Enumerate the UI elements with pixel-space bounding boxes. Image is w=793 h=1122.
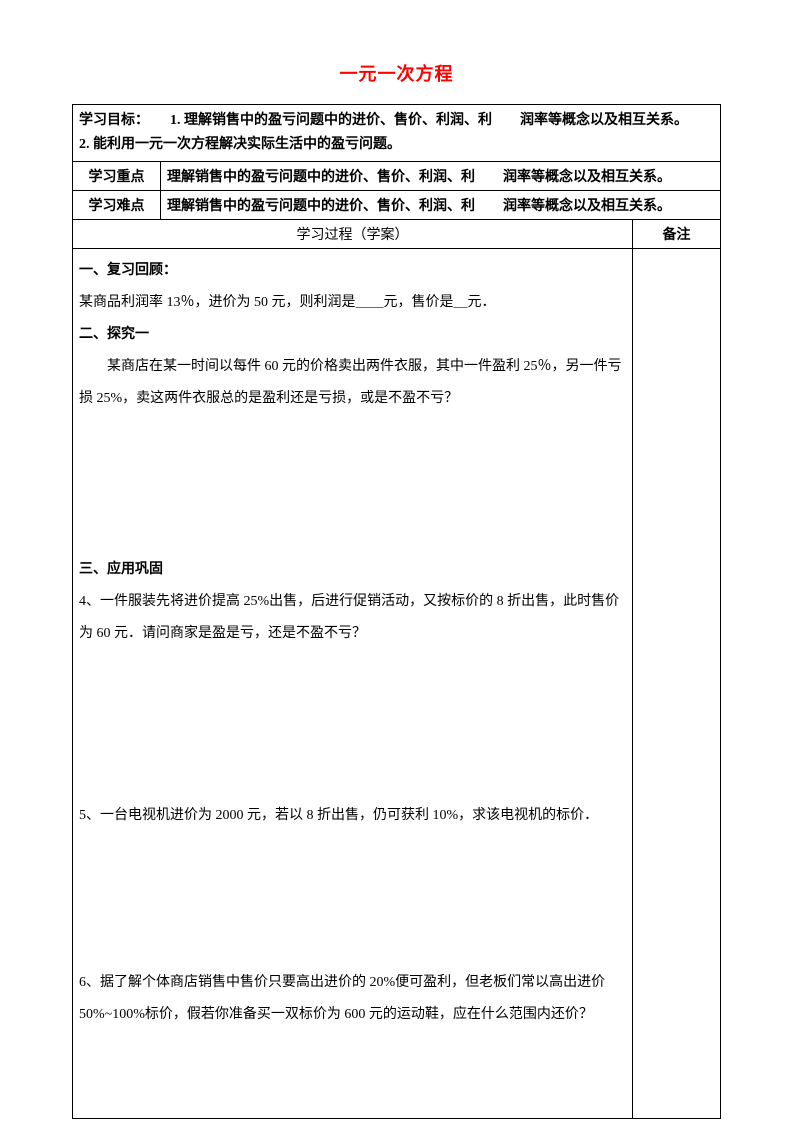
section-2-heading: 二、探究一 [79, 321, 626, 349]
goals-text-1: 1. 理解销售中的盈亏问题中的进价、售价、利润、利 润率等概念以及相互关系。 [170, 113, 688, 128]
question-4-line-1: 4、一件服装先将进价提高 25%出售，后进行促销活动，又按标价的 8 折出售，此… [79, 588, 626, 616]
goals-label: 学习目标： [79, 113, 142, 128]
question-6-line-1: 6、据了解个体商店销售中售价只要高出进价的 20%便可盈利，但老板们常以高出进价 [79, 969, 626, 997]
goals-row: 学习目标： 1. 理解销售中的盈亏问题中的进价、售价、利润、利 润率等概念以及相… [73, 105, 721, 162]
worksheet-table: 学习目标： 1. 理解销售中的盈亏问题中的进价、售价、利润、利 润率等概念以及相… [72, 104, 721, 220]
notes-header: 备注 [633, 220, 721, 249]
difficulty-content: 理解销售中的盈亏问题中的进价、售价、利润、利 润率等概念以及相互关系。 [161, 190, 721, 219]
difficulty-row: 学习难点 理解销售中的盈亏问题中的进价、售价、利润、利 润率等概念以及相互关系。 [73, 190, 721, 219]
workspace-gap-2 [79, 652, 626, 802]
difficulty-label: 学习难点 [73, 190, 161, 219]
question-5-text: 5、一台电视机进价为 2000 元，若以 8 折出售，仍可获利 10%，求该电视… [79, 802, 626, 830]
main-content: 一、复习回顾： 某商品利润率 13％，进价为 50 元，则利润是＿＿元，售价是＿… [73, 248, 633, 1118]
section-2-text-1: 某商店在某一时间以每件 60 元的价格卖出两件衣服，其中一件盈利 25％，另一件… [79, 353, 626, 381]
goals-text-2: 2. 能利用一元一次方程解决实际生活中的盈亏问题。 [79, 137, 401, 152]
section-1-text: 某商品利润率 13％，进价为 50 元，则利润是＿＿元，售价是＿元． [79, 289, 626, 317]
process-header-row: 学习过程（学案） 备注 [73, 220, 721, 249]
focus-content: 理解销售中的盈亏问题中的进价、售价、利润、利 润率等概念以及相互关系。 [161, 161, 721, 190]
workspace-gap-3 [79, 834, 626, 969]
section-3-heading: 三、应用巩固 [79, 556, 626, 584]
process-body-row: 一、复习回顾： 某商品利润率 13％，进价为 50 元，则利润是＿＿元，售价是＿… [73, 248, 721, 1118]
question-6-line-2: 50%~100%标价，假若你准备买一双标价为 600 元的运动鞋，应在什么范围内… [79, 1001, 626, 1029]
process-table: 学习过程（学案） 备注 一、复习回顾： 某商品利润率 13％，进价为 50 元，… [72, 220, 721, 1119]
focus-label: 学习重点 [73, 161, 161, 190]
focus-row: 学习重点 理解销售中的盈亏问题中的进价、售价、利润、利 润率等概念以及相互关系。 [73, 161, 721, 190]
workspace-gap-1 [79, 417, 626, 552]
goals-cell: 学习目标： 1. 理解销售中的盈亏问题中的进价、售价、利润、利 润率等概念以及相… [73, 105, 721, 162]
question-4-line-2: 为 60 元．请问商家是盈是亏，还是不盈不亏？ [79, 620, 626, 648]
page-title: 一元一次方程 [72, 60, 721, 86]
process-header: 学习过程（学案） [73, 220, 633, 249]
section-2-text-2: 损 25%，卖这两件衣服总的是盈利还是亏损，或是不盈不亏？ [79, 385, 626, 413]
section-1-heading: 一、复习回顾： [79, 257, 626, 285]
notes-column [633, 248, 721, 1118]
